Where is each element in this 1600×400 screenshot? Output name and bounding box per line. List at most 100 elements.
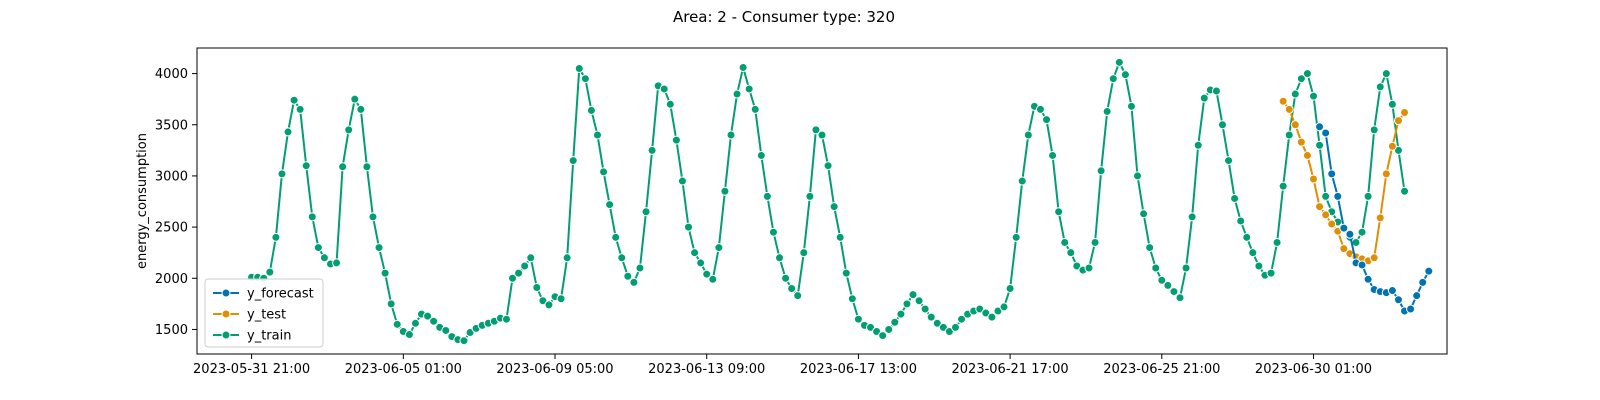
data-point <box>599 167 609 177</box>
data-point <box>501 314 511 324</box>
data-point <box>1412 291 1422 301</box>
data-point <box>1375 82 1385 92</box>
data-point <box>1369 253 1379 263</box>
data-point <box>1393 295 1403 305</box>
data-point <box>1369 125 1379 135</box>
data-point <box>866 322 876 332</box>
data-point <box>1296 74 1306 84</box>
data-point <box>768 227 778 237</box>
chart-title: Area: 2 - Consumer type: 320 <box>673 8 895 26</box>
data-point <box>914 296 924 306</box>
data-point <box>392 319 402 329</box>
data-point <box>902 299 912 309</box>
legend-item-y_test: y_test <box>213 308 286 323</box>
data-point <box>890 317 900 327</box>
data-point <box>981 308 991 318</box>
y-tick-label: 4000 <box>155 67 188 82</box>
data-point <box>1400 186 1410 196</box>
data-point <box>520 261 530 271</box>
data-point <box>908 290 918 300</box>
data-point <box>514 268 524 278</box>
data-point <box>368 212 378 222</box>
y-axis-label: energy_consumption <box>135 133 150 269</box>
x-tick-label: 2023-06-17 13:00 <box>800 362 917 377</box>
x-tick-label: 2023-05-31 21:00 <box>193 362 310 377</box>
data-point <box>762 191 772 201</box>
data-point <box>702 269 712 279</box>
legend: y_forecast y_test y_train <box>204 278 324 348</box>
data-point <box>993 306 1003 316</box>
data-point <box>1387 99 1397 109</box>
data-point <box>1066 248 1076 258</box>
data-point <box>1424 266 1434 276</box>
data-point <box>647 145 657 155</box>
data-point <box>1175 293 1185 303</box>
y-tick-label: 2500 <box>155 221 188 236</box>
data-point <box>1230 193 1240 203</box>
data-point <box>1302 69 1312 79</box>
data-point <box>1393 116 1403 126</box>
data-point <box>726 130 736 140</box>
data-point <box>356 104 366 114</box>
data-point <box>1169 287 1179 297</box>
x-tick-label: 2023-06-05 01:00 <box>345 362 462 377</box>
data-point <box>538 296 548 306</box>
data-point <box>1290 89 1300 99</box>
data-point <box>829 202 839 212</box>
data-point <box>1278 96 1288 106</box>
data-point <box>951 322 960 332</box>
data-point <box>1278 181 1288 191</box>
data-point <box>611 232 621 242</box>
legend-label: y_forecast <box>247 287 314 302</box>
data-point <box>732 89 742 99</box>
data-point <box>386 299 396 309</box>
data-point <box>878 331 888 341</box>
data-point <box>799 248 809 258</box>
data-point <box>362 162 372 172</box>
data-point <box>1327 219 1337 229</box>
data-point <box>586 105 596 115</box>
data-point <box>787 284 797 293</box>
data-point <box>307 212 317 222</box>
legend-item-y_train: y_train <box>213 329 291 344</box>
data-point <box>750 104 760 114</box>
data-point <box>1387 286 1397 296</box>
data-point <box>853 314 863 324</box>
data-point <box>677 176 687 186</box>
data-point <box>271 232 281 242</box>
data-point <box>1072 261 1082 271</box>
data-point <box>1060 237 1070 247</box>
y-tick-label: 3000 <box>155 169 188 184</box>
data-point <box>404 330 414 340</box>
series-y_test <box>1278 96 1410 266</box>
data-point <box>659 84 669 94</box>
data-point <box>1120 70 1130 80</box>
data-point <box>938 322 948 332</box>
data-point <box>1315 202 1325 212</box>
plot-frame <box>196 47 1448 355</box>
data-point <box>574 63 584 73</box>
data-point <box>1321 128 1331 138</box>
data-point <box>544 300 554 310</box>
data-point <box>526 253 536 263</box>
data-point <box>805 191 815 201</box>
data-point <box>714 243 724 253</box>
data-point <box>1035 104 1045 114</box>
data-point <box>920 304 930 314</box>
data-point <box>1272 237 1282 247</box>
data-point <box>1309 91 1318 101</box>
data-point <box>295 104 305 114</box>
data-point <box>1163 280 1173 290</box>
data-point <box>1387 141 1397 151</box>
data-point <box>932 318 942 328</box>
data-point <box>289 95 299 105</box>
data-point <box>1139 209 1149 219</box>
data-point <box>775 253 785 263</box>
data-point <box>847 294 857 304</box>
data-point <box>944 326 954 336</box>
data-point <box>1418 277 1428 287</box>
data-point <box>811 125 821 135</box>
y-tick-label: 1500 <box>155 323 188 338</box>
data-point <box>1296 137 1306 147</box>
